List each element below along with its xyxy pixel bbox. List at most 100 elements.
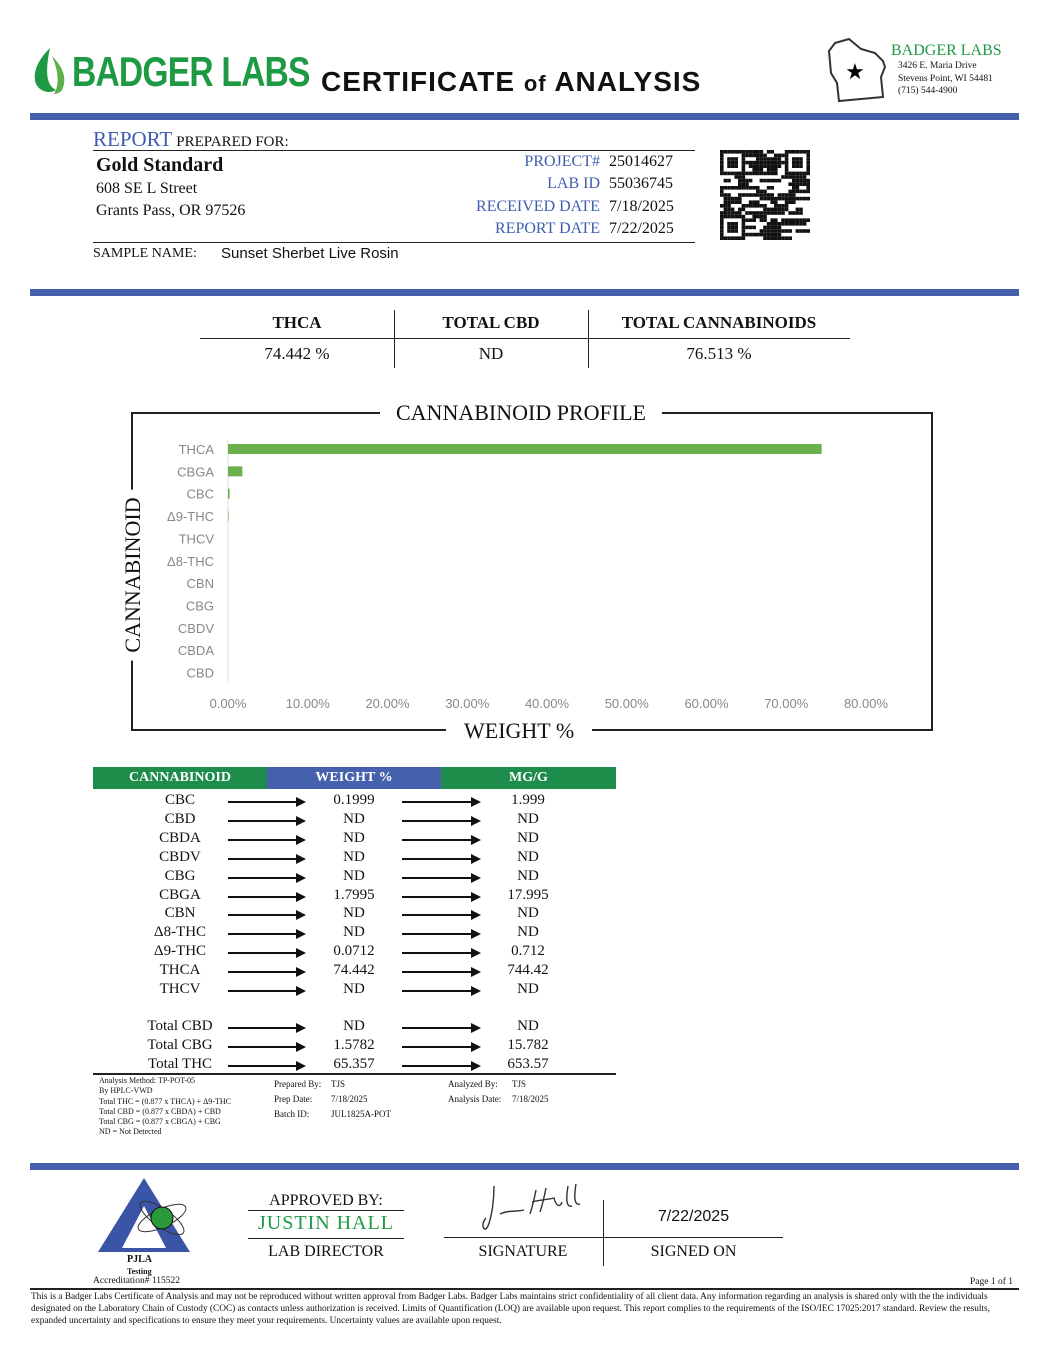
sample-name: Sunset Sherbet Live Rosin	[221, 245, 399, 262]
summary-value-thca: 74.442 %	[264, 344, 330, 363]
arrow-icon	[402, 929, 481, 940]
row-weight: 0.0712	[333, 943, 375, 960]
pjla-label: PJLA	[127, 1254, 152, 1265]
row-cannabinoid: Δ8-THC	[153, 924, 207, 941]
field-label: RECEIVED DATE	[476, 197, 600, 215]
results-header-cannabinoid: CANNABINOID	[93, 767, 267, 789]
disclaimer: This is a Badger Labs Certificate of Ana…	[31, 1292, 990, 1326]
row-weight: 1.7995	[333, 886, 375, 903]
pjla-sub: Testing	[127, 1267, 152, 1276]
field-label: PROJECT#	[524, 153, 600, 170]
badger-leaf-logo-icon	[34, 48, 65, 94]
field-label: REPORT DATE	[495, 219, 600, 237]
method-note: Total CBD = (0.877 x CBDA) + CBD	[99, 1106, 221, 1116]
report-prepared-for: REPORT PREPARED FOR:	[93, 127, 289, 151]
x-tick-label: 40.00%	[525, 696, 570, 711]
summary-header-total-cannabinoids: TOTAL CANNABINOIDS	[621, 313, 817, 332]
row-mgg: ND	[517, 829, 539, 846]
bar-CBGA	[228, 466, 243, 477]
sample-name-label: SAMPLE NAME:	[93, 246, 197, 261]
qr-code	[720, 150, 810, 240]
logo-text: BADGER LABS	[72, 48, 310, 95]
report-field: PROJECT# 25014627	[400, 153, 700, 171]
divider-bar	[30, 113, 1019, 120]
arrow-icon	[402, 1060, 481, 1071]
x-tick-label: 0.00%	[210, 696, 247, 711]
row-cannabinoid: Total CBG	[147, 1036, 213, 1053]
arrow-icon	[402, 834, 481, 845]
arrow-icon	[228, 986, 306, 996]
summary-value-total-cannabinoids: 76.513 %	[686, 344, 752, 363]
x-tick-label: 10.00%	[286, 696, 331, 711]
approver-name: JUSTIN HALL	[258, 1212, 394, 1234]
row-mgg: 17.995	[507, 886, 549, 903]
arrow-icon	[402, 815, 481, 826]
arrow-icon	[402, 891, 481, 902]
row-weight: ND	[343, 924, 365, 941]
row-mgg: ND	[517, 1018, 539, 1034]
category-label: CBDV	[178, 621, 214, 636]
arrow-icon	[228, 853, 306, 864]
arrow-icon	[402, 948, 481, 959]
analysis-info: Analyzed By: TJS Analysis Date: 7/18/2025	[448, 1079, 549, 1104]
report-field: RECEIVED DATE 7/18/2025	[400, 198, 700, 216]
results-header-mgg: MG/G	[441, 767, 616, 789]
row-mgg: ND	[517, 810, 539, 827]
row-weight: 74.442	[333, 962, 375, 979]
row-cannabinoid: THCA	[159, 962, 201, 979]
category-label: CBC	[187, 487, 214, 502]
pjla-accreditation-logo-icon	[98, 1178, 190, 1252]
row-cannabinoid: CBN	[164, 905, 196, 922]
row-cannabinoid: CBD	[164, 810, 196, 827]
lab-name: BADGER LABS	[891, 42, 1002, 59]
row-cannabinoid: Total THC	[147, 1055, 213, 1072]
arrow-icon	[402, 910, 481, 921]
arrow-icon	[228, 834, 306, 845]
field-value: 55036745	[609, 175, 673, 193]
row-cannabinoid: Total CBD	[147, 1018, 213, 1034]
arrow-icon	[402, 967, 481, 978]
arrow-icon	[228, 929, 306, 940]
row-mgg: ND	[517, 867, 539, 884]
cannabinoid-profile-chart: THCA CBGA CBC Δ9-THC THCV Δ8-THC CBN CBG CBDV CBD…	[167, 440, 888, 711]
arrow-icon	[228, 891, 306, 902]
category-label: THCA	[179, 442, 215, 457]
divider-bar	[30, 1163, 1019, 1170]
arrow-icon	[228, 910, 306, 921]
x-tick-label: 50.00%	[605, 696, 650, 711]
svg-text:★: ★	[845, 59, 865, 84]
row-cannabinoid: CBG	[164, 867, 196, 884]
method-note: By HPLC-VWD	[99, 1086, 153, 1096]
accreditation-number: Accreditation# 115522	[93, 1276, 180, 1286]
chart-title: CANNABINOID PROFILE	[380, 400, 662, 426]
summary-header-thca: THCA	[272, 313, 322, 332]
row-cannabinoid: CBC	[164, 792, 195, 808]
method-note: Total THC = (0.877 x THCA) + Δ9-THC	[99, 1096, 231, 1106]
x-tick-label: 20.00%	[365, 696, 410, 711]
category-label: CBGA	[177, 464, 214, 479]
bar-Δ9-THC	[228, 511, 229, 522]
row-mgg: 653.57	[507, 1055, 549, 1072]
row-mgg: ND	[517, 848, 539, 865]
arrow-icon	[228, 1023, 306, 1033]
field-value: 7/22/2025	[609, 219, 674, 237]
prep-info: Prepared By: TJS Prep Date: 7/18/2025 Batc…	[274, 1079, 391, 1119]
row-mgg: 15.782	[507, 1036, 549, 1053]
method-note: Total CBG = (0.877 x CBGA) + CBG	[99, 1117, 221, 1127]
row-mgg: ND	[517, 981, 539, 997]
document-title: CERTIFICATE of ANALYSIS	[321, 66, 702, 97]
row-cannabinoid: Δ9-THC	[153, 943, 207, 960]
arrow-icon	[228, 872, 306, 883]
row-weight: ND	[343, 810, 365, 827]
category-label: CBN	[187, 576, 214, 591]
bar-THCA	[228, 444, 822, 454]
arrow-icon	[228, 815, 306, 826]
arrow-icon	[402, 872, 481, 883]
arrow-icon	[228, 797, 306, 807]
row-weight: 1.5782	[333, 1036, 375, 1053]
client-name: Gold Standard	[96, 154, 224, 176]
row-weight: 65.357	[333, 1055, 375, 1072]
arrow-icon	[228, 948, 306, 959]
row-cannabinoid: CBDA	[159, 829, 201, 846]
x-tick-label: 70.00%	[764, 696, 809, 711]
